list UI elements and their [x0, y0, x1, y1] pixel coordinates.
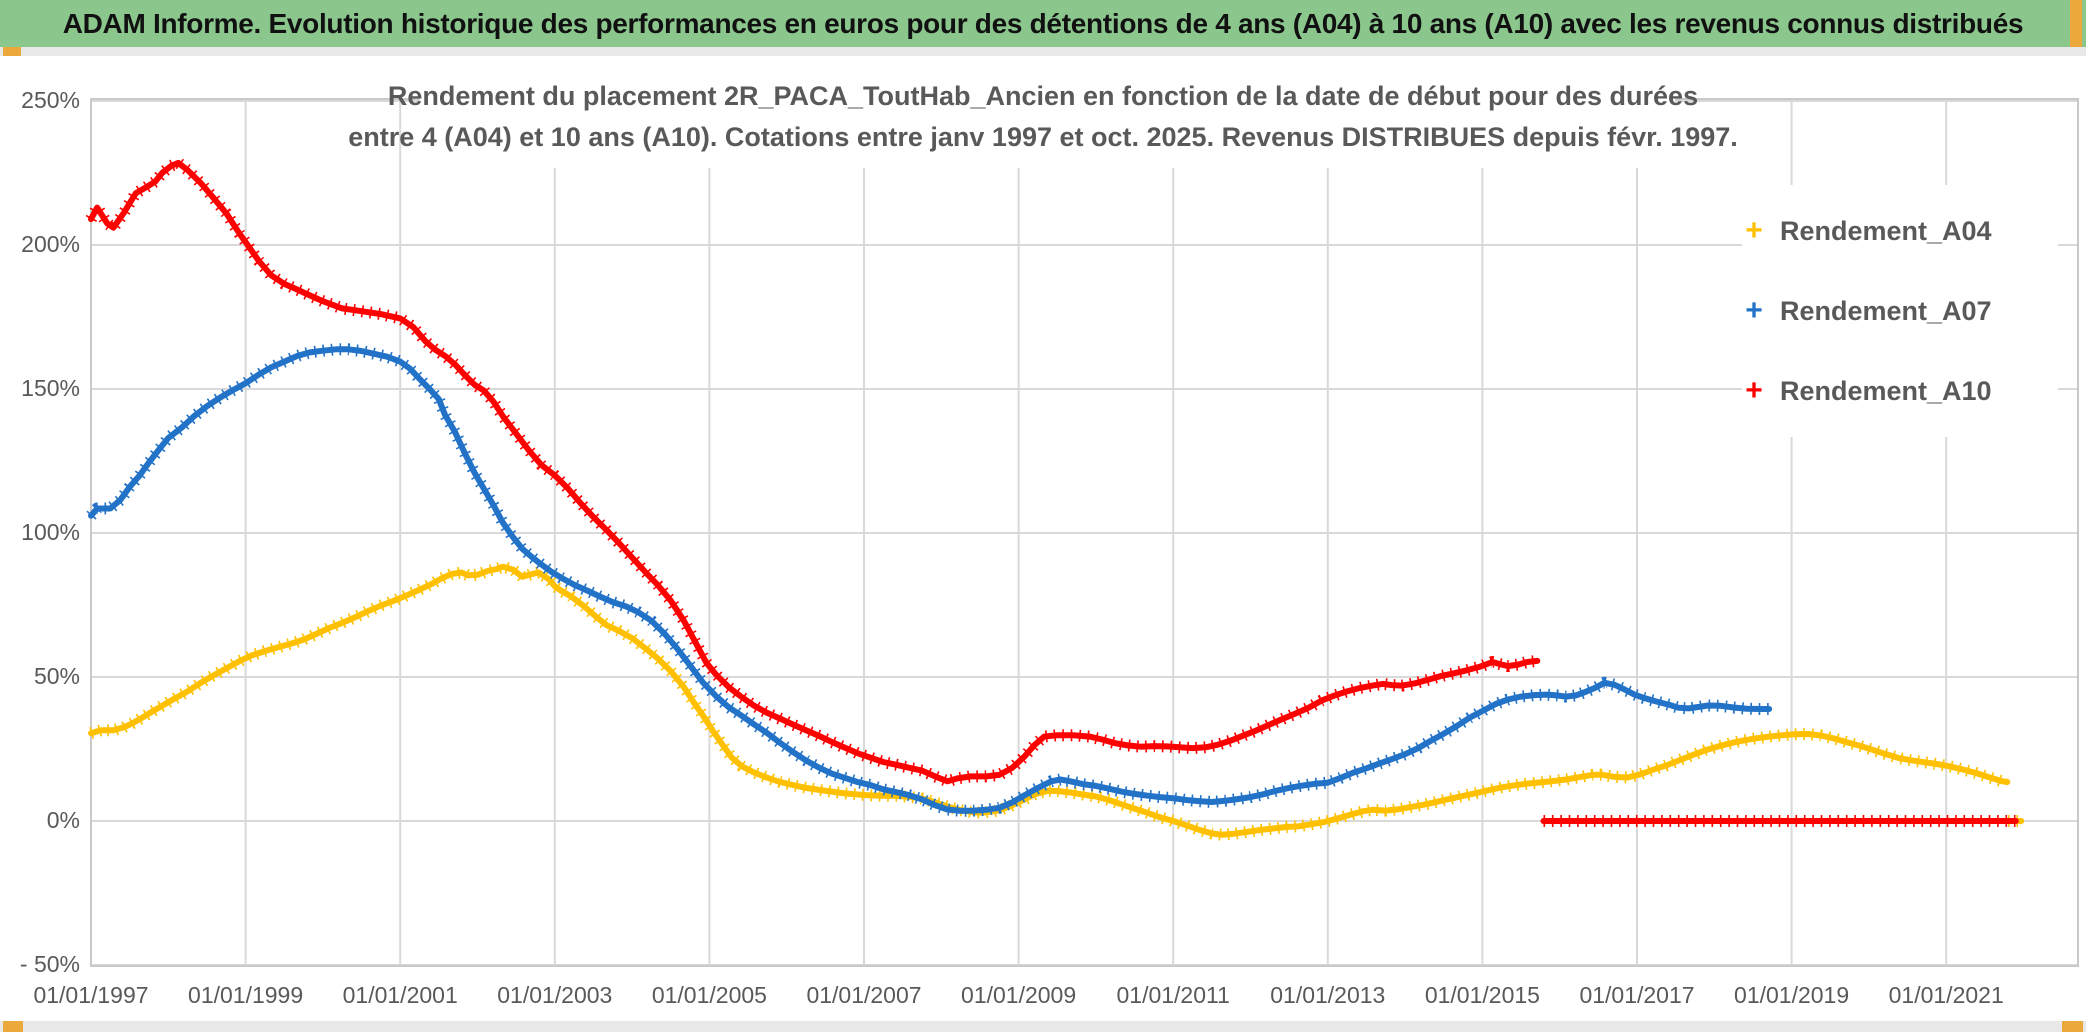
x-tick-label: 01/01/1999 — [188, 982, 304, 1008]
title-bar-text: ADAM Informe. Evolution historique des p… — [62, 7, 2024, 39]
x-tick-label: 01/01/2019 — [1734, 982, 1850, 1008]
chart-title-line2: entre 4 (A04) et 10 ans (A10). Cotations… — [348, 122, 1738, 152]
series-Rendement_A07 — [88, 346, 1773, 814]
chart-title-line1: Rendement du placement 2R_PACA_ToutHab_A… — [387, 81, 1699, 111]
orange-accent-bottom-left — [3, 1021, 23, 1032]
chart-title-backdrop — [420, 78, 1675, 168]
orange-accent-top-left — [3, 47, 21, 56]
legend-plus-marker-icon: + — [1745, 294, 1763, 327]
legend-label: Rendement_A04 — [1780, 215, 1992, 246]
y-tick-label: 250% — [21, 87, 80, 113]
y-tick-label: 150% — [21, 375, 80, 401]
x-tick-label: 01/01/2007 — [806, 982, 922, 1008]
bottom-sheet-strip — [0, 1021, 2086, 1032]
orange-accent-bottom-right — [2062, 1021, 2083, 1032]
chart-legend: + Rendement_A04 + Rendement_A07 + Rendement_A… — [1742, 185, 2058, 437]
y-tick-label: 50% — [33, 663, 80, 689]
series-markers-Rendement_A07 — [86, 343, 1770, 817]
legend-item-Rendement_A10[interactable]: + Rendement_A10 — [1742, 376, 2058, 407]
legend-item-Rendement_A07[interactable]: + Rendement_A07 — [1742, 296, 2058, 327]
title-bar: ADAM Informe. Evolution historique des p… — [0, 0, 2086, 47]
legend-label: Rendement_A07 — [1780, 295, 1992, 326]
x-tick-label: 01/01/2011 — [1116, 982, 1230, 1008]
x-tick-label: 01/01/2013 — [1270, 982, 1386, 1008]
x-tick-label: 01/01/2001 — [342, 982, 458, 1008]
legend-plus-marker-icon: + — [1745, 374, 1763, 407]
header-substrip — [0, 47, 2086, 56]
x-tick-label: 01/01/2021 — [1888, 982, 2004, 1008]
legend-plus-marker-icon: + — [1745, 214, 1763, 247]
x-tick-label: 01/01/1997 — [33, 982, 149, 1008]
series-markers-Rendement_A10 — [85, 156, 1538, 788]
x-tick-label: 01/01/2015 — [1424, 982, 1540, 1008]
legend-label: Rendement_A10 — [1780, 375, 1992, 406]
y-tick-label: - 50% — [19, 951, 80, 977]
series-Rendement_A10 — [88, 159, 1541, 785]
orange-accent-title-right — [2070, 0, 2082, 47]
x-tick-label: 01/01/2003 — [497, 982, 613, 1008]
y-tick-label: 100% — [21, 519, 80, 545]
x-tick-label: 01/01/2009 — [961, 982, 1077, 1008]
legend-item-Rendement_A04[interactable]: + Rendement_A04 — [1742, 216, 2058, 247]
chart-title: Rendement du placement 2R_PACA_ToutHab_A… — [343, 76, 1743, 158]
y-tick-label: 200% — [21, 231, 80, 257]
y-tick-label: 0% — [46, 807, 80, 833]
x-tick-label: 01/01/2017 — [1579, 982, 1695, 1008]
x-tick-label: 01/01/2005 — [651, 982, 767, 1008]
